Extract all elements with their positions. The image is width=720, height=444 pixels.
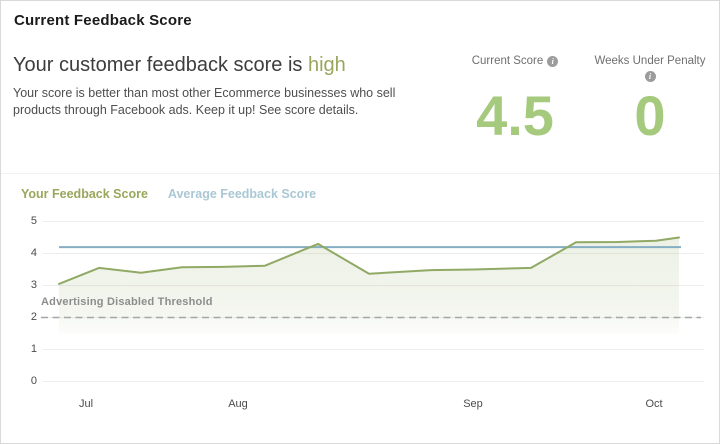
x-axis-tick-jul: Jul xyxy=(78,398,94,410)
y-axis-tick: 3 xyxy=(30,278,37,291)
score-details-link[interactable]: See score details. xyxy=(259,103,359,117)
y-axis-tick: 4 xyxy=(30,246,37,259)
score-level-highlight: high xyxy=(307,54,346,76)
weeks-penalty-label: Weeks Under Penalty xyxy=(594,55,706,67)
advertising-disabled-threshold-label: Advertising Disabled Threshold xyxy=(41,296,213,308)
section-divider xyxy=(1,173,719,174)
weeks-under-penalty-stat: Weeks Under Penalty i 0 xyxy=(589,55,711,144)
info-icon[interactable]: i xyxy=(547,56,559,67)
current-score-label-row: Current Score i xyxy=(472,55,559,68)
current-score-stat: Current Score i 4.5 xyxy=(451,55,579,144)
x-axis-tick-aug: Aug xyxy=(228,398,248,410)
page-title: Current Feedback Score xyxy=(14,12,192,29)
current-score-value: 4.5 xyxy=(476,84,554,147)
x-axis-tick-oct: Oct xyxy=(645,398,663,410)
weeks-penalty-label-row: Weeks Under Penalty xyxy=(594,55,705,68)
current-score-label: Current Score xyxy=(471,55,544,67)
tab-average-feedback-score[interactable]: Average Feedback Score xyxy=(167,187,317,201)
heading-text: Your customer feedback score is xyxy=(13,54,308,76)
weeks-penalty-value: 0 xyxy=(634,84,666,147)
y-axis-tick: 0 xyxy=(30,374,37,387)
score-summary-heading: Your customer feedback score is high xyxy=(13,54,346,77)
description-text: Your score is better than most other Eco… xyxy=(13,86,396,117)
y-axis-tick: 2 xyxy=(30,310,37,323)
weeks-penalty-icon-row: i xyxy=(644,71,656,82)
score-description: Your score is better than most other Eco… xyxy=(13,85,427,119)
tab-your-feedback-score[interactable]: Your Feedback Score xyxy=(21,187,148,201)
y-axis-tick: 5 xyxy=(30,214,37,227)
y-axis-tick: 1 xyxy=(30,342,37,355)
info-icon[interactable]: i xyxy=(644,71,656,82)
chart-legend-tabs: Your Feedback Score Average Feedback Sco… xyxy=(21,187,316,201)
x-axis-tick-sep: Sep xyxy=(463,398,483,410)
